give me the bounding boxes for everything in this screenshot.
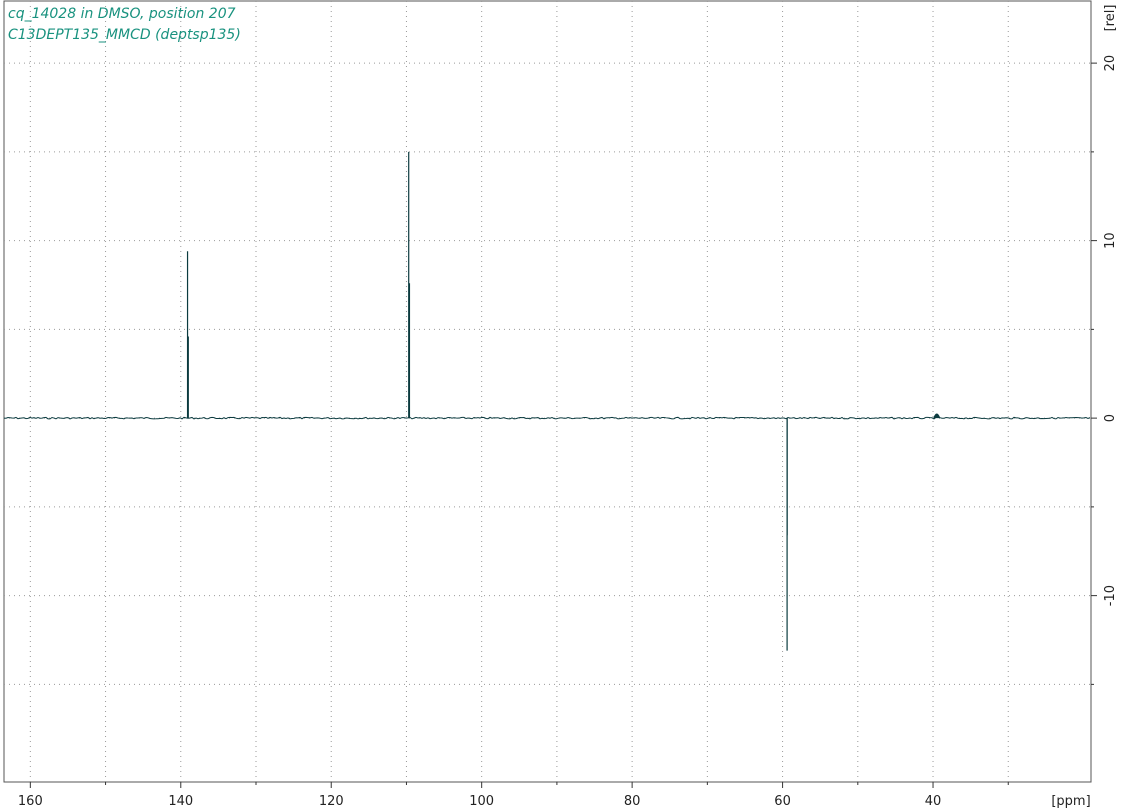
spectrum-peak — [933, 413, 941, 419]
y-axis-label: [rel] — [1103, 5, 1118, 32]
y-tick-label: 0 — [1103, 414, 1118, 422]
x-axis-label: [ppm] — [1051, 794, 1090, 809]
y-tick-label: -10 — [1103, 585, 1118, 606]
x-tick-label: 100 — [469, 794, 494, 809]
baseline-layer — [3, 416, 1091, 420]
x-tick-label: 120 — [319, 794, 344, 809]
peak-layer — [186, 151, 941, 651]
plot-frame — [3, 0, 1092, 783]
spectrum-title: cq_14028 in DMSO, position 207 — [8, 6, 236, 22]
grid-layer — [4, 1, 1091, 782]
x-tick-label: 160 — [18, 794, 43, 809]
x-tick-label: 80 — [624, 794, 641, 809]
x-tick-label: 140 — [168, 794, 193, 809]
x-tick-label: 60 — [774, 794, 791, 809]
x-tick-label: 40 — [925, 794, 942, 809]
y-tick-label: 10 — [1103, 232, 1118, 249]
spectrum-baseline — [3, 416, 1091, 420]
experiment-subtitle: C13DEPT135_MMCD (deptsp135) — [8, 27, 241, 43]
y-tick-label: 20 — [1103, 55, 1118, 72]
